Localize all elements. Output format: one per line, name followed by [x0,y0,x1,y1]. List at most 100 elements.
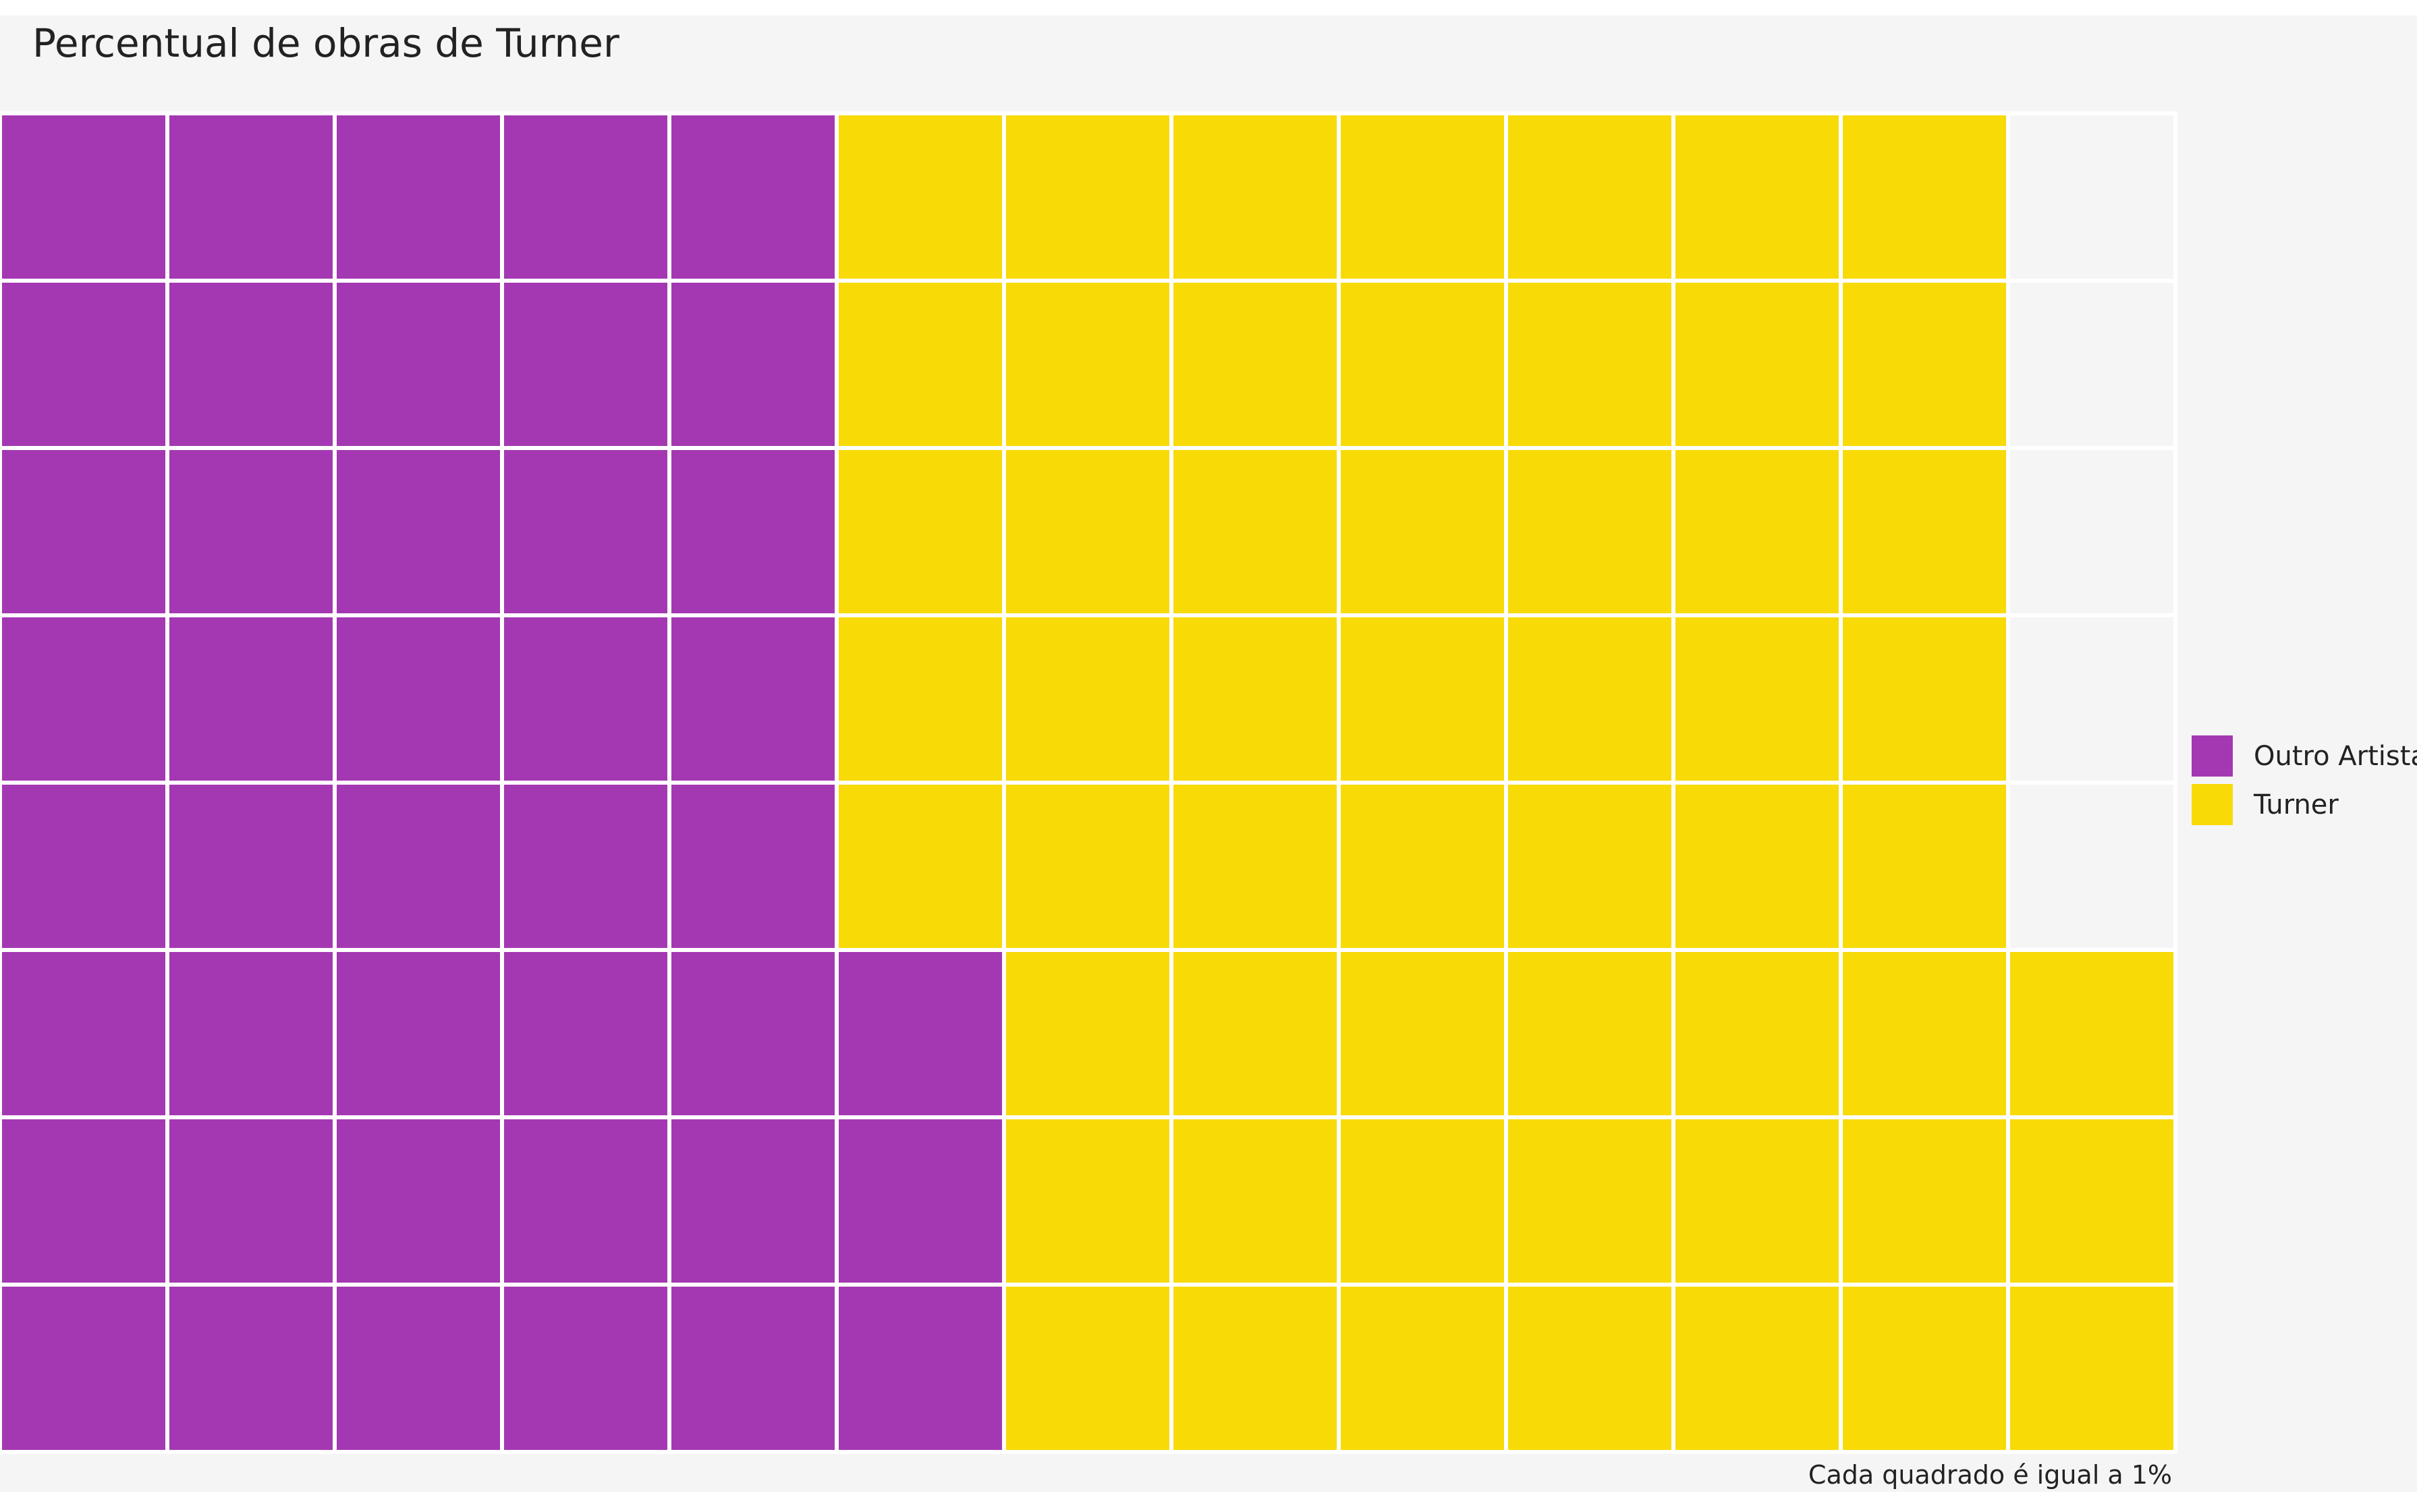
waffle-square-outro-artista [165,1115,337,1287]
waffle-square-turner [1002,446,1173,617]
waffle-square-turner [1169,279,1341,450]
waffle-square-turner [1002,111,1173,283]
waffle-square-turner [1337,781,1508,952]
waffle-square-turner [1504,111,1675,283]
waffle-square-outro-artista [0,948,169,1119]
waffle-square-outro-artista [667,948,839,1119]
waffle-square-turner [835,446,1006,617]
waffle-square-turner [1169,613,1341,785]
waffle-square-empty [2006,613,2177,785]
waffle-square-turner [1839,613,2010,785]
waffle-square-turner [1169,781,1341,952]
waffle-square-turner [1504,613,1675,785]
waffle-square-outro-artista [165,111,337,283]
waffle-square-turner [1504,948,1675,1119]
waffle-square-turner [1839,111,2010,283]
waffle-square-outro-artista [667,613,839,785]
waffle-square-outro-artista [500,781,671,952]
waffle-square-turner [1169,1115,1341,1287]
legend-label-outro-artista: Outro Artista [2254,741,2417,772]
waffle-square-outro-artista [500,111,671,283]
legend-item-turner: Turner [2192,784,2417,827]
waffle-square-outro-artista [0,1283,169,1454]
waffle-square-turner [2006,1283,2177,1454]
waffle-square-turner [1337,111,1508,283]
waffle-square-turner [2006,1115,2177,1287]
waffle-square-turner [1002,1283,1173,1454]
waffle-square-turner [835,111,1006,283]
waffle-square-turner [1504,446,1675,617]
waffle-square-turner [1337,948,1508,1119]
waffle-square-turner [1671,446,1843,617]
waffle-square-turner [1671,948,1843,1119]
waffle-square-outro-artista [0,781,169,952]
chart-title: Percentual de obras de Turner [32,20,619,66]
waffle-square-outro-artista [500,948,671,1119]
waffle-square-outro-artista [333,111,504,283]
waffle-square-outro-artista [333,948,504,1119]
waffle-square-outro-artista [835,1115,1006,1287]
waffle-square-turner [1337,279,1508,450]
waffle-square-outro-artista [0,613,169,785]
waffle-square-turner [1671,1115,1843,1287]
waffle-square-outro-artista [500,1283,671,1454]
waffle-square-turner [1002,279,1173,450]
waffle-square-turner [1002,613,1173,785]
waffle-square-turner [2006,948,2177,1119]
waffle-square-outro-artista [835,948,1006,1119]
waffle-square-turner [1169,1283,1341,1454]
waffle-square-turner [1504,781,1675,952]
waffle-square-turner [835,613,1006,785]
legend-swatch-turner [2192,784,2233,825]
waffle-square-turner [1671,613,1843,785]
chart-caption: Cada quadrado é igual a 1% [1808,1460,2172,1490]
waffle-square-turner [1002,948,1173,1119]
waffle-square-outro-artista [667,279,839,450]
waffle-square-outro-artista [0,279,169,450]
waffle-square-outro-artista [165,781,337,952]
waffle-square-turner [1839,279,2010,450]
waffle-square-outro-artista [333,446,504,617]
waffle-square-empty [2006,781,2177,952]
waffle-square-empty [2006,446,2177,617]
waffle-square-turner [1169,948,1341,1119]
waffle-square-outro-artista [835,1283,1006,1454]
waffle-square-outro-artista [667,1115,839,1287]
waffle-square-outro-artista [0,446,169,617]
waffle-square-outro-artista [165,1283,337,1454]
waffle-square-outro-artista [165,446,337,617]
waffle-square-outro-artista [165,948,337,1119]
legend-item-outro-artista: Outro Artista [2192,735,2417,779]
waffle-square-outro-artista [333,1115,504,1287]
waffle-square-outro-artista [667,111,839,283]
waffle-square-outro-artista [667,1283,839,1454]
waffle-square-turner [835,781,1006,952]
waffle-square-turner [1839,446,2010,617]
waffle-square-turner [835,279,1006,450]
waffle-square-turner [1671,111,1843,283]
waffle-square-outro-artista [333,1283,504,1454]
waffle-square-outro-artista [500,446,671,617]
waffle-square-outro-artista [333,279,504,450]
legend-swatch-outro-artista [2192,735,2233,777]
waffle-square-turner [1671,1283,1843,1454]
waffle-square-turner [1169,111,1341,283]
waffle-square-outro-artista [165,279,337,450]
waffle-square-turner [1002,781,1173,952]
waffle-square-empty [2006,111,2177,283]
waffle-square-turner [1504,1283,1675,1454]
waffle-square-outro-artista [500,613,671,785]
waffle-square-turner [1169,446,1341,617]
waffle-square-turner [1337,1115,1508,1287]
waffle-square-outro-artista [500,1115,671,1287]
waffle-square-outro-artista [0,1115,169,1287]
waffle-square-outro-artista [333,613,504,785]
waffle-square-turner [1839,1115,2010,1287]
waffle-square-turner [1839,781,2010,952]
waffle-square-turner [1671,781,1843,952]
waffle-square-turner [1671,279,1843,450]
waffle-square-turner [1839,948,2010,1119]
waffle-square-turner [1504,1115,1675,1287]
waffle-square-outro-artista [667,781,839,952]
